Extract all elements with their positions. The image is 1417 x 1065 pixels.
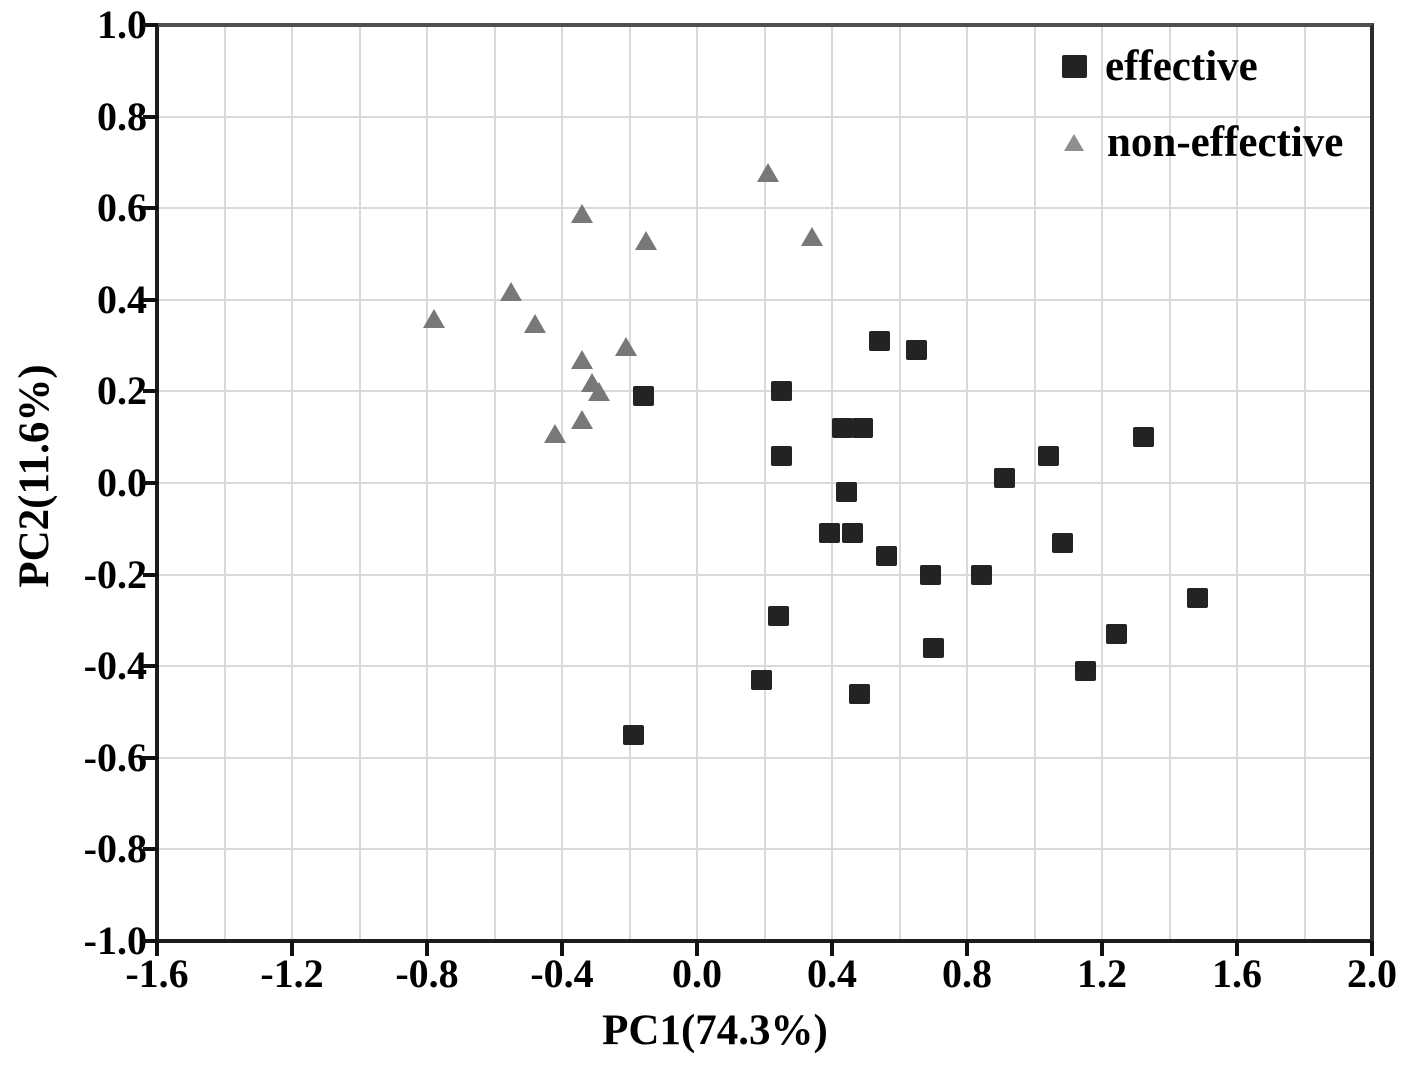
effective-data-point <box>876 546 897 567</box>
effective-data-point <box>1075 660 1097 681</box>
non-effective-data-point <box>524 313 546 333</box>
non-effective-data-point <box>422 309 445 329</box>
x-tick-label--0.4: -0.4 <box>530 951 594 996</box>
x-tick <box>155 941 159 956</box>
effective-data-point <box>751 669 773 690</box>
y-gridline <box>157 573 1372 576</box>
effective-data-point <box>771 381 793 402</box>
y-gridline <box>157 482 1372 484</box>
effective-square-marker-icon <box>1062 54 1087 78</box>
effective-data-point <box>1051 532 1073 553</box>
non-effective-data-point <box>500 281 523 301</box>
y-gridline <box>157 298 1372 301</box>
y-tick <box>143 114 158 119</box>
effective-data-point <box>842 523 864 544</box>
y-tick <box>143 755 158 760</box>
y-tick-label-0.8: 0.8 <box>97 93 147 139</box>
effective-data-point <box>1105 624 1127 645</box>
legend-label-effective: effective <box>1105 42 1258 90</box>
y-tick-label-1.0: 1.0 <box>97 2 147 47</box>
y-tick-label-0.6: 0.6 <box>97 185 147 231</box>
y-gridline <box>157 207 1372 210</box>
non-effective-triangle-marker-icon <box>1064 133 1084 151</box>
y-gridline <box>157 756 1372 759</box>
x-tick-label-2.0: 2.0 <box>1347 951 1397 996</box>
y-tick <box>143 939 158 943</box>
effective-data-point <box>994 468 1016 489</box>
y-tick <box>143 572 158 577</box>
y-tick <box>143 389 158 394</box>
effective-data-point <box>622 724 644 745</box>
y-gridline <box>157 665 1372 668</box>
legend-label-non-effective: non-effective <box>1107 118 1344 166</box>
y-tick <box>143 847 158 852</box>
effective-data-point <box>835 482 857 503</box>
effective-data-point <box>923 637 945 658</box>
non-effective-data-point <box>544 423 567 443</box>
non-effective-data-point <box>571 350 594 370</box>
legend-item-effective: effective <box>1062 28 1343 104</box>
non-effective-data-point <box>615 336 638 356</box>
y-gridline <box>157 115 1372 118</box>
y-tick <box>143 664 158 669</box>
effective-data-point <box>852 418 874 439</box>
legend: effective non-effective <box>1062 28 1343 180</box>
x-tick-label-0.0: 0.0 <box>672 951 722 996</box>
y-tick <box>143 481 158 485</box>
x-tick <box>1100 941 1104 956</box>
legend-item-non-effective: non-effective <box>1062 104 1343 180</box>
effective-data-point <box>818 523 840 544</box>
y-tick-label--0.8: -0.8 <box>83 826 147 872</box>
effective-data-point <box>869 331 891 352</box>
non-effective-data-point <box>571 409 594 429</box>
y-tick-label--0.4: -0.4 <box>83 643 147 689</box>
x-tick-label-0.8: 0.8 <box>942 951 992 996</box>
x-tick-label--1.2: -1.2 <box>260 951 324 996</box>
x-tick-label-1.2: 1.2 <box>1077 951 1127 996</box>
x-tick <box>560 941 564 956</box>
effective-data-point <box>849 683 870 704</box>
x-tick <box>695 941 699 956</box>
non-effective-data-point <box>635 231 658 251</box>
y-tick-label-0.2: 0.2 <box>97 368 147 414</box>
non-effective-data-point <box>571 203 594 223</box>
effective-data-point <box>633 385 654 406</box>
x-tick <box>965 941 969 956</box>
effective-data-point <box>771 445 793 466</box>
y-gridline <box>157 848 1372 851</box>
x-tick <box>1370 941 1374 956</box>
non-effective-data-point <box>800 226 823 246</box>
y-tick-label--0.6: -0.6 <box>83 734 147 780</box>
y-tick <box>143 23 158 27</box>
effective-data-point <box>919 564 941 585</box>
y-gridline <box>157 390 1372 393</box>
x-tick <box>290 941 294 956</box>
x-tick <box>830 941 834 956</box>
x-tick-label-0.4: 0.4 <box>807 951 857 996</box>
effective-data-point <box>1038 445 1059 466</box>
y-tick-label-0.4: 0.4 <box>97 276 147 322</box>
non-effective-data-point <box>588 382 611 402</box>
y-tick <box>143 297 158 302</box>
effective-data-point <box>906 340 928 361</box>
x-tick <box>1235 941 1239 956</box>
x-tick-label--1.6: -1.6 <box>125 951 189 996</box>
y-axis-label: PC2(11.6%) <box>11 364 58 588</box>
x-axis-label: PC1(74.3%) <box>602 1007 828 1054</box>
x-tick <box>425 941 429 956</box>
effective-data-point <box>1186 587 1208 608</box>
effective-data-point <box>1132 427 1154 448</box>
y-tick-label--1.0: -1.0 <box>83 918 147 963</box>
x-tick-label-1.6: 1.6 <box>1212 951 1262 996</box>
effective-data-point <box>768 605 789 626</box>
y-tick-label-0.0: 0.0 <box>97 460 147 505</box>
y-tick-label--0.2: -0.2 <box>83 551 147 597</box>
y-tick <box>143 206 158 211</box>
effective-data-point <box>832 418 854 439</box>
effective-data-point <box>970 564 992 585</box>
x-tick-label--0.8: -0.8 <box>395 951 459 996</box>
non-effective-data-point <box>756 162 779 182</box>
